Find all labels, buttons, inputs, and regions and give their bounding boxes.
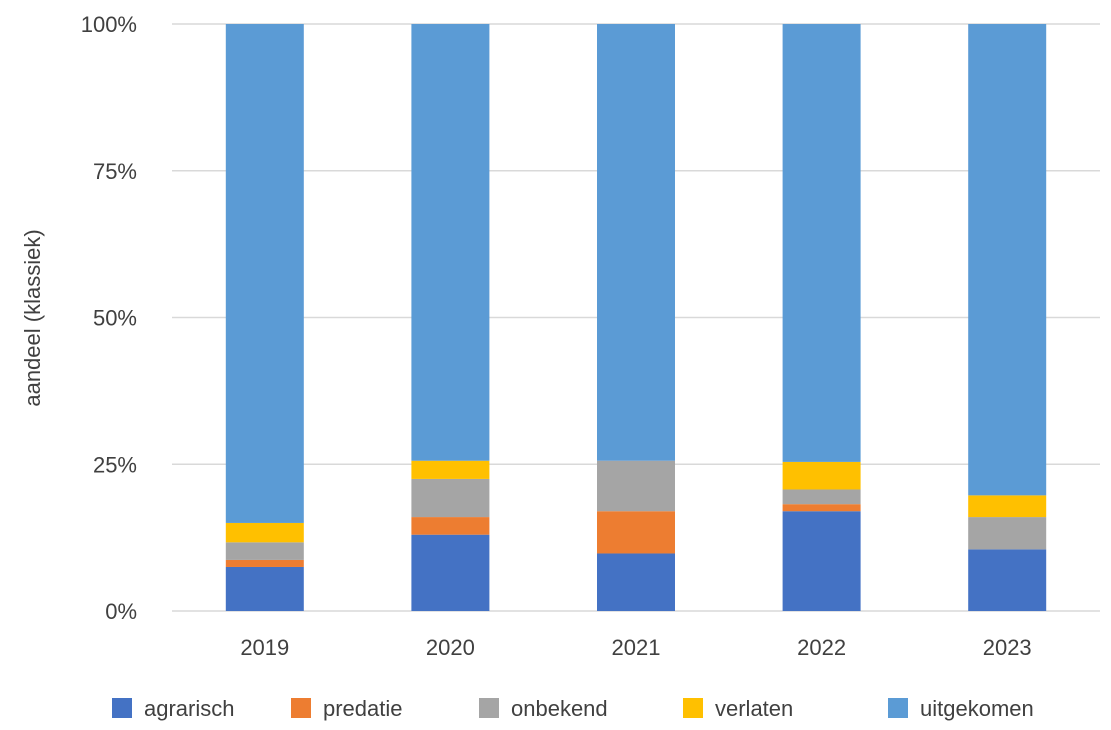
- bar-segment-verlaten: [411, 460, 490, 479]
- bar-segment-uitgekomen: [968, 24, 1047, 496]
- x-axis-ticks: 2019 2020 2021 2022 2023: [240, 635, 1031, 660]
- bar-segment-onbekend: [411, 478, 490, 518]
- legend-label-onbekend: onbekend: [511, 696, 608, 721]
- legend-swatch-onbekend: [479, 698, 499, 718]
- x-tick-label: 2023: [983, 635, 1032, 660]
- bar-segment-predatie: [411, 517, 490, 535]
- legend-label-uitgekomen: uitgekomen: [920, 696, 1034, 721]
- y-tick-label: 0%: [105, 599, 137, 624]
- legend: agrarisch predatie onbekend verlaten uitgeko…: [112, 696, 1034, 721]
- x-tick-label: 2020: [426, 635, 475, 660]
- bar-segment-uitgekomen: [597, 24, 675, 461]
- bar-segment-onbekend: [968, 517, 1047, 550]
- y-tick-label: 25%: [93, 452, 137, 477]
- x-tick-label: 2019: [240, 635, 289, 660]
- x-tick-label: 2021: [612, 635, 661, 660]
- bar-segment-agrarisch: [225, 566, 304, 611]
- y-tick-label: 75%: [93, 159, 137, 184]
- legend-label-predatie: predatie: [323, 696, 403, 721]
- y-axis-label: aandeel (klassiek): [20, 229, 45, 406]
- x-tick-label: 2022: [797, 635, 846, 660]
- legend-swatch-predatie: [291, 698, 311, 718]
- y-axis-ticks: 0% 25% 50% 75% 100%: [81, 12, 137, 624]
- bar-segment-uitgekomen: [782, 24, 861, 462]
- bar-segment-onbekend: [225, 542, 304, 560]
- legend-label-verlaten: verlaten: [715, 696, 793, 721]
- y-tick-label: 50%: [93, 306, 137, 331]
- legend-swatch-uitgekomen: [888, 698, 908, 718]
- bar-segment-verlaten: [968, 495, 1047, 518]
- bar-segment-agrarisch: [968, 549, 1047, 611]
- bar-segment-predatie: [597, 511, 675, 554]
- bars: [225, 24, 1047, 611]
- bar-segment-predatie: [782, 504, 861, 512]
- bar-segment-uitgekomen: [225, 24, 304, 523]
- bar-segment-onbekend: [597, 460, 675, 512]
- bar-segment-onbekend: [782, 489, 861, 505]
- legend-label-agrarisch: agrarisch: [144, 696, 234, 721]
- bar-segment-agrarisch: [411, 534, 490, 611]
- bar-segment-verlaten: [782, 461, 861, 490]
- bar-segment-predatie: [225, 559, 304, 567]
- bar-segment-agrarisch: [597, 553, 675, 611]
- bar-segment-uitgekomen: [411, 24, 490, 461]
- bar-segment-verlaten: [225, 522, 304, 543]
- bar-segment-agrarisch: [782, 511, 861, 611]
- y-tick-label: 100%: [81, 12, 137, 37]
- legend-swatch-verlaten: [683, 698, 703, 718]
- legend-swatch-agrarisch: [112, 698, 132, 718]
